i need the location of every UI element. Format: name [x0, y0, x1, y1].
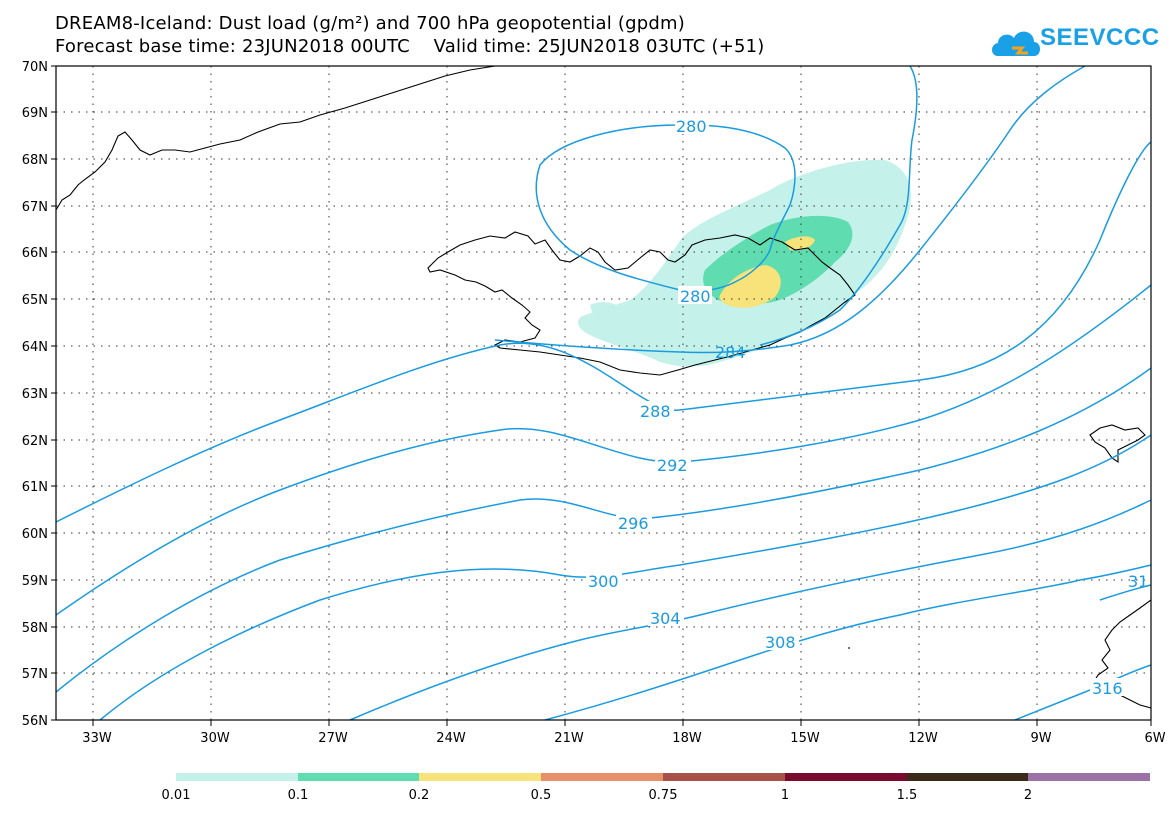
lon-label: 21W: [554, 731, 584, 746]
colorbar-tick: 0.2: [409, 788, 430, 803]
colorbar-tick: 1: [781, 788, 789, 803]
dust-level-0.01: [590, 302, 620, 315]
colorbar-segment: [663, 773, 785, 781]
lat-label: 57N: [22, 667, 48, 682]
latitude-axis: [51, 65, 56, 721]
contour-280-loop: [535, 124, 796, 292]
contour-292: [55, 284, 1152, 616]
lon-label: 24W: [436, 731, 466, 746]
lat-label: 65N: [22, 293, 48, 308]
contour-31x: [1099, 584, 1152, 601]
chart-title: DREAM8-Iceland: Dust load (g/m²) and 700…: [55, 13, 685, 34]
contour-label: 316: [1092, 679, 1123, 698]
lon-label: 9W: [1030, 731, 1051, 746]
scotland-coast: [1091, 599, 1152, 709]
lon-label: 27W: [318, 731, 348, 746]
chart-subtitle: Forecast base time: 23JUN2018 00UTC Vali…: [55, 36, 765, 57]
lat-label: 56N: [22, 714, 48, 729]
lat-label: 64N: [22, 340, 48, 355]
contour-316: [1014, 664, 1152, 721]
colorbar-tick: 0.01: [162, 788, 191, 803]
lon-label: 12W: [908, 731, 938, 746]
dust-load-shading: [578, 159, 911, 367]
lat-label: 59N: [22, 574, 48, 589]
longitude-axis: [92, 720, 1152, 726]
colorbar-segment: [1028, 773, 1150, 781]
contour-280-open: [759, 65, 918, 346]
colorbar-tick: 0.75: [649, 788, 678, 803]
contour-label: 304: [650, 609, 681, 628]
contour-label: 280: [680, 287, 711, 306]
contour-label: 300: [588, 572, 619, 591]
dust-level-0.2: [719, 265, 781, 308]
lon-label: 30W: [200, 731, 230, 746]
contour-labels: 280 280 284 288 292 296 300 304 308 316 …: [586, 116, 1148, 698]
iceland-coast: [427, 231, 856, 376]
dust-level-0.2: [785, 236, 815, 251]
contour-label: 31: [1128, 572, 1148, 591]
lon-label: 6W: [1144, 731, 1165, 746]
contour-label: 284: [715, 343, 746, 362]
contour-label: 296: [618, 514, 649, 533]
lat-label: 58N: [22, 621, 48, 636]
contour-304: [349, 499, 1152, 721]
colorbar-labels: 0.01 0.1 0.2 0.5 0.75 1 1.5 2: [162, 788, 1033, 803]
lat-label: 66N: [22, 246, 48, 261]
colorbar-tick: 0.1: [288, 788, 309, 803]
contour-296: [55, 367, 1152, 693]
lat-label: 61N: [22, 480, 48, 495]
colorbar-segment: [785, 773, 907, 781]
colorbar-segment: [298, 773, 419, 781]
logo-text: SEEVCCC: [1040, 24, 1160, 51]
lat-label: 60N: [22, 527, 48, 542]
colorbar-segment: [176, 773, 298, 781]
contour-label: 280: [676, 117, 707, 136]
lat-label: 63N: [22, 387, 48, 402]
greenland-coast: [55, 65, 496, 211]
latitude-labels: 70N 69N 68N 67N 66N 65N 64N 63N 62N 61N …: [22, 60, 48, 729]
coastlines: [55, 65, 1152, 709]
colorbar-segment: [541, 773, 663, 781]
cloud-logo-icon: [992, 31, 1040, 56]
contour-308: [544, 564, 1152, 721]
colorbar-segment: [907, 773, 1028, 781]
colorbar: [176, 773, 1150, 781]
lat-label: 70N: [22, 60, 48, 75]
faroe-coast: [1089, 424, 1146, 464]
contour-300: [99, 434, 1152, 721]
colorbar-tick: 2: [1024, 788, 1032, 803]
lat-label: 62N: [22, 434, 48, 449]
colorbar-segment: [419, 773, 541, 781]
colorbar-tick: 1.5: [897, 788, 918, 803]
lon-label: 33W: [82, 731, 112, 746]
lon-label: 15W: [790, 731, 820, 746]
contour-label: 308: [765, 633, 796, 652]
contour-label: 288: [640, 402, 671, 421]
colorbar-tick: 0.5: [531, 788, 552, 803]
lat-label: 68N: [22, 153, 48, 168]
lat-label: 69N: [22, 106, 48, 121]
contour-284: [494, 65, 1086, 354]
longitude-labels: 33W 30W 27W 24W 21W 18W 15W 12W 9W 6W: [82, 731, 1165, 746]
contour-label: 292: [657, 456, 688, 475]
lat-label: 67N: [22, 200, 48, 215]
lon-label: 18W: [672, 731, 702, 746]
